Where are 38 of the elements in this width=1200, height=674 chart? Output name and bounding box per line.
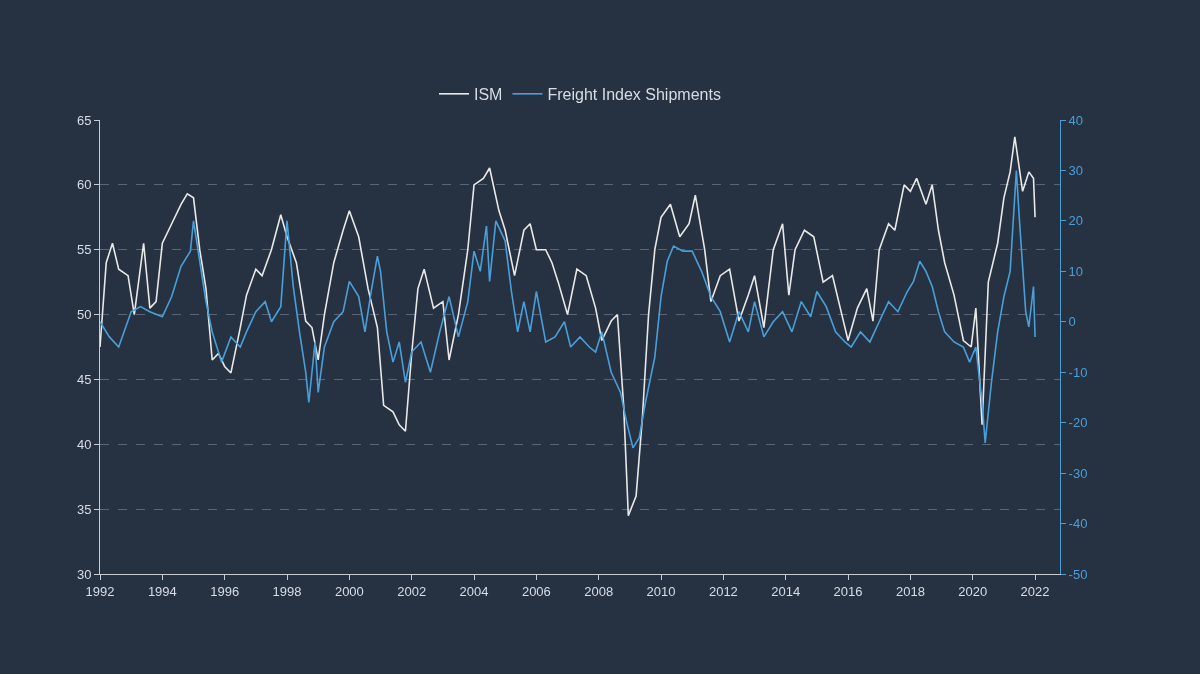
legend-label: ISM: [474, 86, 503, 104]
y2-tick-label: 20: [1068, 213, 1084, 229]
y2-tick-label: 10: [1068, 263, 1084, 279]
x-tick-label: 2020: [958, 583, 988, 599]
x-tick-label: 2000: [334, 583, 364, 599]
x-tick-label: 2006: [521, 583, 551, 599]
line-series: [100, 136, 1036, 517]
y-tick-label: 45: [76, 371, 92, 387]
y2-tick-label: -10: [1068, 364, 1088, 380]
y2-tick-label: -50: [1068, 566, 1088, 582]
y-tick-label: 65: [76, 112, 92, 128]
x-tick-label: 2010: [646, 583, 676, 599]
y2-tick-label: -20: [1068, 415, 1088, 431]
x-tick-label: 1996: [210, 583, 240, 599]
y-tick-label: 55: [76, 242, 92, 258]
x-tick-label: 2004: [459, 583, 489, 599]
x-tick-label: 2022: [1020, 583, 1050, 599]
x-tick-label: 2012: [708, 583, 738, 599]
y-tick-label: 35: [76, 501, 92, 517]
x-tick-label: 2016: [833, 583, 863, 599]
y2-tick-label: 0: [1068, 314, 1076, 330]
y2-tick-label: -40: [1068, 516, 1088, 532]
y-tick-label: 60: [76, 177, 92, 193]
x-tick-label: 1994: [147, 583, 177, 599]
y-tick-label: 50: [76, 307, 92, 323]
x-tick-label: 2008: [584, 583, 614, 599]
x-tick-label: 1992: [85, 583, 115, 599]
y-tick-label: 30: [76, 566, 92, 582]
y-tick-label: 40: [76, 436, 92, 452]
x-tick-label: 2002: [397, 583, 427, 599]
x-tick-label: 2014: [771, 583, 801, 599]
y2-tick-label: 40: [1068, 112, 1084, 128]
y2-tick-label: -30: [1068, 465, 1088, 481]
x-tick-label: 1998: [272, 583, 302, 599]
line-series: [100, 169, 1036, 449]
legend-label: Freight Index Shipments: [547, 86, 721, 104]
x-tick-label: 2018: [895, 583, 925, 599]
y2-tick-label: 30: [1068, 162, 1084, 178]
